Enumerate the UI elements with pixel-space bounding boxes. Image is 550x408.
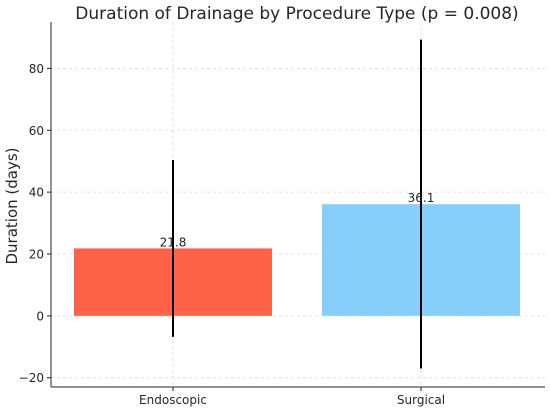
y-tick-label: 80 (29, 62, 44, 76)
y-tick-label: 60 (29, 124, 44, 138)
y-tick-label: 20 (29, 247, 44, 261)
x-tick-label: Endoscopic (139, 393, 207, 407)
value-label: 36.1 (408, 191, 435, 205)
y-axis-label: Duration (days) (3, 147, 21, 264)
bars (74, 204, 520, 316)
y-tick-label: −20 (19, 371, 44, 385)
value-labels: 21.8 36.1 (160, 191, 435, 249)
axes: −20 0 20 40 60 80 Endoscopic Surgical (19, 22, 545, 407)
y-tick-label: 40 (29, 186, 44, 200)
y-tick-label: 0 (36, 309, 44, 323)
error-bars (172, 39, 422, 369)
x-tick-label: Surgical (397, 393, 445, 407)
chart-title: Duration of Drainage by Procedure Type (… (75, 4, 518, 24)
value-label: 21.8 (160, 235, 187, 249)
